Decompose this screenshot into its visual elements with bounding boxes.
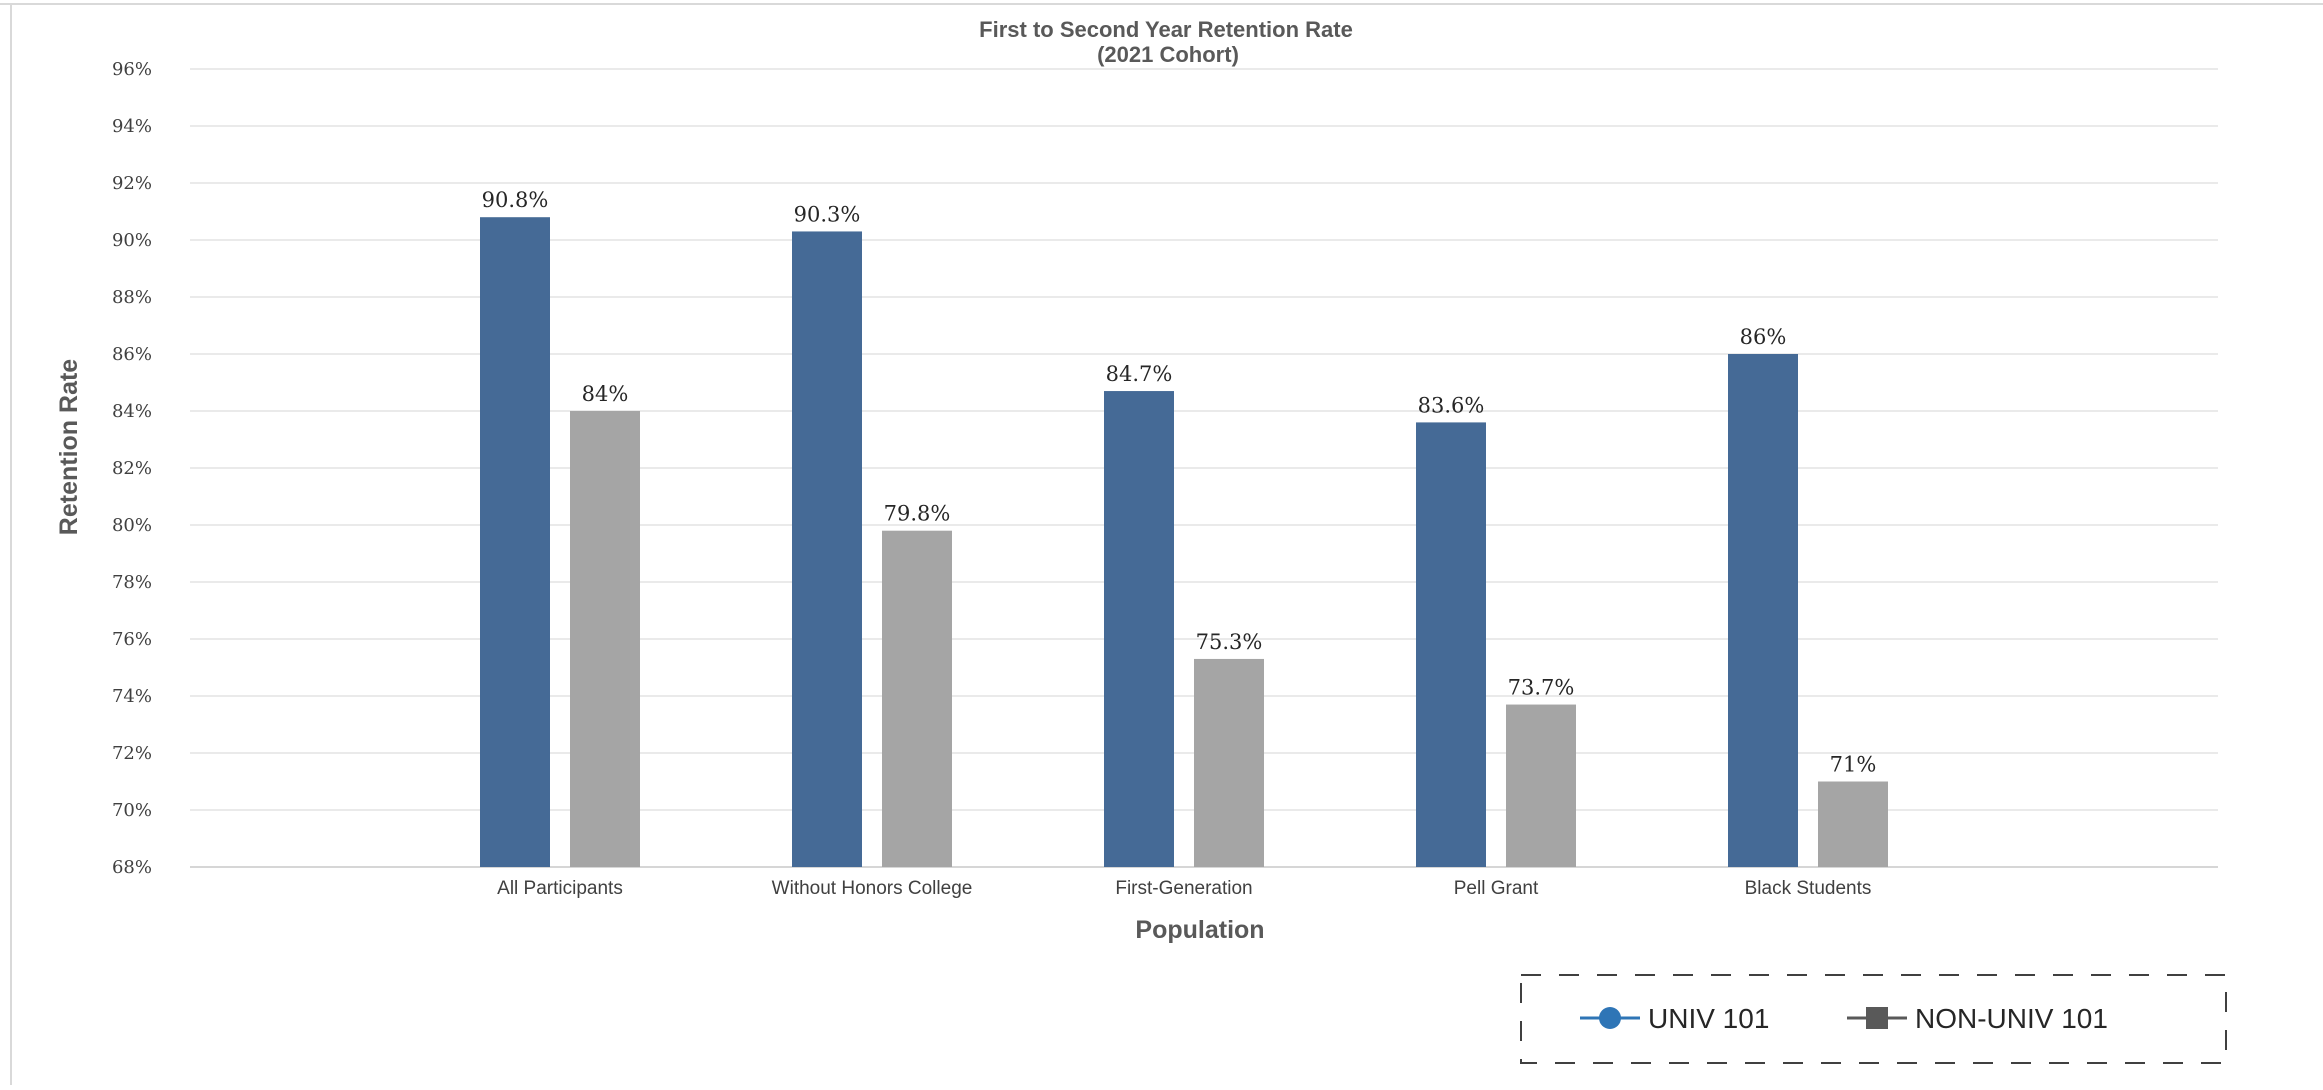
x-tick-label: Without Honors College — [772, 878, 973, 899]
data-label: 73.7% — [1508, 676, 1575, 700]
y-tick-label: 68% — [112, 857, 152, 878]
data-label: 84.7% — [1106, 362, 1173, 386]
chart-title: First to Second Year Retention Rate — [979, 17, 1353, 42]
data-label: 86% — [1740, 325, 1787, 349]
legend: UNIV 101 NON-UNIV 101 — [1520, 974, 2227, 1064]
bar — [1104, 391, 1174, 867]
data-label: 75.3% — [1196, 630, 1263, 654]
data-label: 79.8% — [884, 502, 951, 526]
bar — [480, 217, 550, 867]
x-axis-ticks: All Participants Without Honors College Fi… — [497, 878, 1871, 899]
bar — [882, 530, 952, 867]
y-axis-title: Retention Rate — [55, 359, 83, 536]
data-label: 71% — [1830, 753, 1877, 777]
y-tick-label: 82% — [112, 458, 152, 479]
data-label: 83.6% — [1418, 393, 1485, 417]
bar — [1416, 422, 1486, 867]
bar — [570, 411, 640, 867]
y-tick-label: 88% — [112, 287, 152, 308]
data-label: 90.3% — [794, 202, 861, 226]
x-tick-label: All Participants — [497, 878, 623, 899]
legend-marker-square — [1866, 1007, 1888, 1029]
bars — [480, 217, 1888, 867]
legend-label: UNIV 101 — [1648, 1003, 1769, 1034]
x-tick-label: Black Students — [1745, 878, 1872, 899]
x-axis-title: Population — [1135, 916, 1264, 944]
y-axis-ticks: 68% 70% 72% 74% 76% 78% 80% 82% 84% 86% 88% 90% 92% 9… — [112, 59, 152, 878]
data-label: 84% — [582, 382, 629, 406]
y-tick-label: 70% — [112, 800, 152, 821]
y-tick-label: 78% — [112, 572, 152, 593]
bar — [1194, 658, 1264, 867]
y-tick-label: 90% — [112, 230, 152, 251]
legend-marker-circle — [1599, 1007, 1621, 1029]
y-tick-label: 86% — [112, 344, 152, 365]
y-tick-label: 72% — [112, 743, 152, 764]
y-tick-label: 74% — [112, 686, 152, 707]
bar — [792, 231, 862, 867]
y-tick-label: 96% — [112, 59, 152, 80]
bar — [1818, 781, 1888, 867]
y-tick-label: 92% — [112, 173, 152, 194]
x-tick-label: First-Generation — [1115, 878, 1252, 899]
x-tick-label: Pell Grant — [1454, 878, 1539, 899]
bar — [1728, 354, 1798, 867]
data-labels: 90.8% 84% 90.3% 79.8% 84.7% 75.3% 83.6% 73.7% 86… — [482, 188, 1877, 776]
bar — [1506, 704, 1576, 867]
legend-border — [1520, 974, 2227, 1064]
chart-subtitle: (2021 Cohort) — [1097, 42, 1239, 67]
y-tick-label: 84% — [112, 401, 152, 422]
y-tick-label: 80% — [112, 515, 152, 536]
legend-label: NON-UNIV 101 — [1915, 1003, 2108, 1034]
y-tick-label: 76% — [112, 629, 152, 650]
data-label: 90.8% — [482, 188, 549, 212]
y-tick-label: 94% — [112, 116, 152, 137]
